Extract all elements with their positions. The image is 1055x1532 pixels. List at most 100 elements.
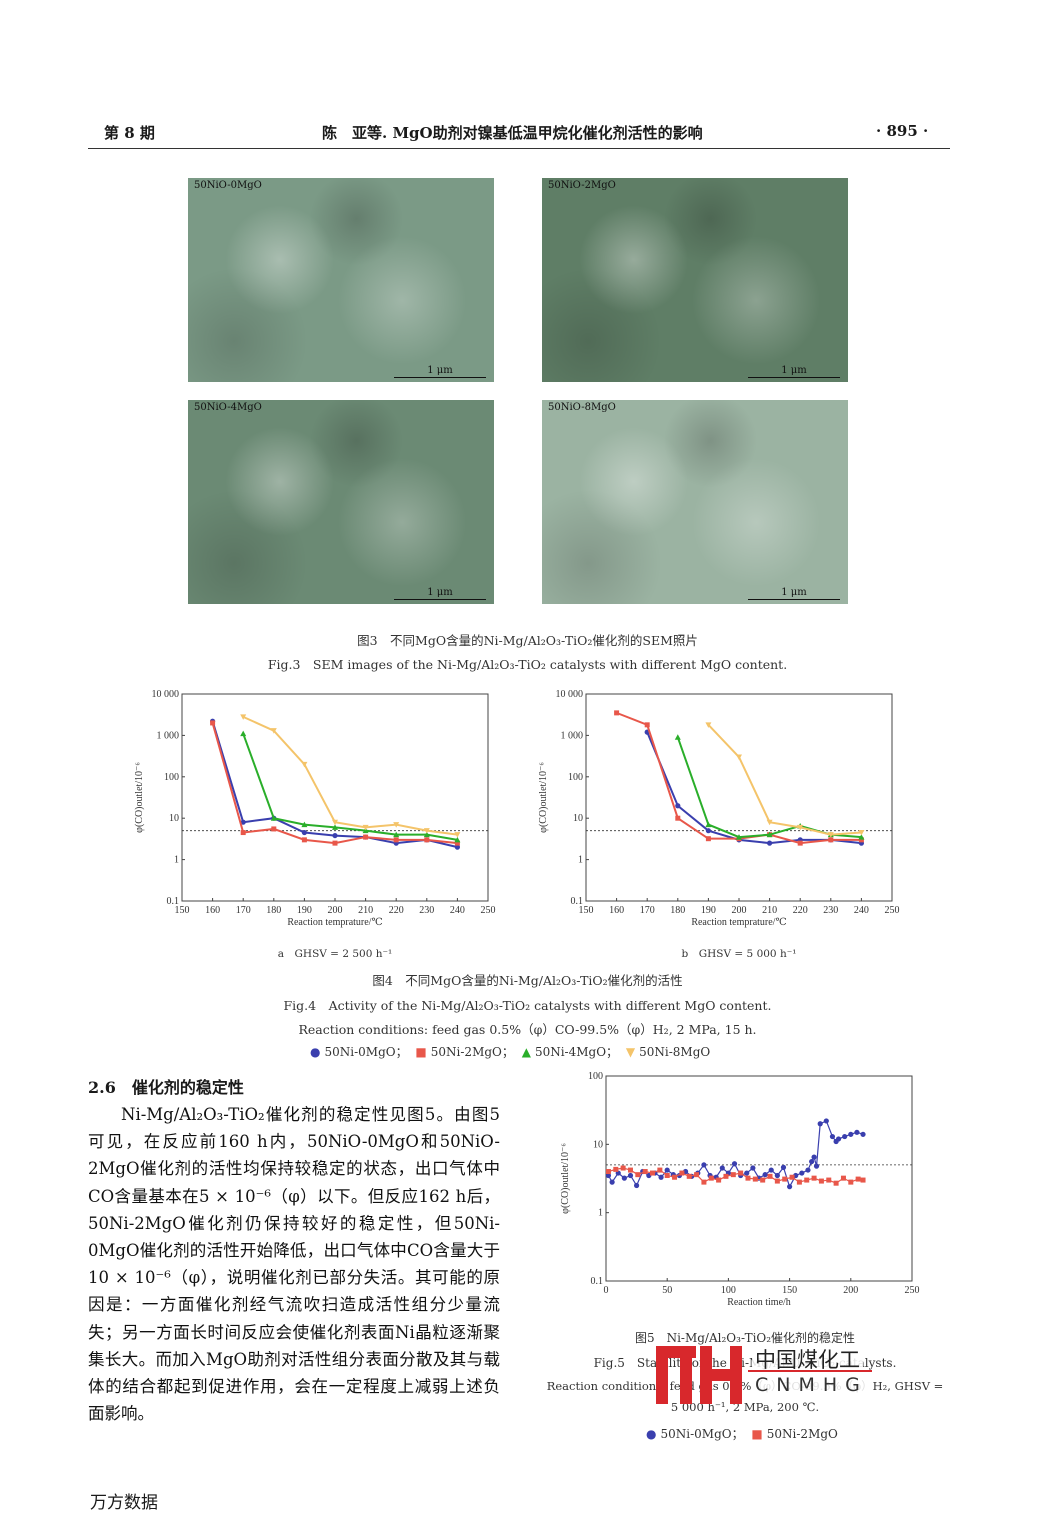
data-point [705,722,712,728]
data-point [679,1170,685,1176]
data-point [767,1173,773,1179]
y-tick-label: 10 [593,1139,603,1150]
data-point [614,710,620,716]
legend-marker-triangle-down: ▼ [625,1045,636,1059]
data-point [745,1175,751,1181]
y-axis-label: φ(CO)outlet/10⁻⁶ [538,762,549,833]
watermark-en: CNMHG [752,1374,871,1396]
y-axis-label: φ(CO)outlet/10⁻⁶ [134,762,145,833]
legend-label: 50Ni-0MgO； [324,1045,408,1059]
data-point [842,1133,848,1140]
data-point [848,1131,854,1137]
data-point [826,1177,832,1183]
data-point [620,1165,626,1171]
x-tick-label: 150 [175,905,190,916]
data-point [657,1167,663,1173]
data-point [664,1172,670,1178]
data-point [719,1165,725,1171]
data-point [701,1162,707,1168]
footer-text: 万方数据 [90,1493,158,1513]
data-point [605,1172,612,1179]
legend-label: 50Ni-4MgO； [534,1045,619,1059]
data-point [240,830,246,836]
data-point [752,1176,758,1182]
x-tick-label: 200 [328,905,343,916]
x-tick-label: 250 [481,905,496,916]
fig4b-subcaption: b GHSV = 5 000 h⁻¹ [681,948,797,960]
series-line [616,711,862,845]
data-point [240,714,247,720]
data-point [332,832,338,839]
sem-image-4mgo: 50NiO-4MgO 1 μm [188,400,494,604]
data-point [393,822,400,828]
data-point [301,761,308,768]
data-point [705,836,711,842]
section-heading: 2.6 催化剂的稳定性 [88,1078,244,1097]
data-point [736,754,742,761]
data-point [672,1174,678,1180]
data-point [736,834,742,840]
data-point [818,1178,824,1184]
data-point [860,1177,866,1183]
x-tick-label: 210 [358,905,373,916]
data-point [332,819,338,826]
data-point [644,722,650,728]
x-tick-label: 150 [782,1285,797,1296]
data-point [605,1169,611,1175]
data-point [701,1179,707,1185]
data-point [805,1167,811,1173]
x-tick-label: 200 [843,1285,858,1296]
data-point [799,1170,805,1176]
fig3-caption-en: Fig.3 SEM images of the Ni-Mg/Al₂O₃-TiO₂… [267,657,788,672]
x-tick-label: 50 [662,1285,672,1296]
data-point [658,1174,664,1180]
x-axis-label: Reaction temprature/℃ [287,917,382,928]
scale-bar: 1 μm [394,587,486,600]
x-tick-label: 240 [450,905,465,916]
x-tick-label: 160 [609,905,624,916]
data-point [454,832,461,838]
data-point [840,1175,846,1181]
fig3-caption-cn: 图3 不同MgO含量的Ni-Mg/Al₂O₃-TiO₂催化剂的SEM照片 [357,633,698,648]
data-point [860,1131,866,1137]
x-axis-label: Reaction temprature/℃ [691,917,786,928]
data-point [694,1172,700,1178]
legend-marker-square: ■ [751,1427,763,1441]
data-point [393,831,400,838]
data-point [766,819,773,826]
data-point [642,1169,648,1175]
data-point [423,831,430,838]
y-tick-label: 1 000 [561,730,584,741]
x-tick-label: 170 [236,905,251,916]
scale-bar: 1 μm [394,365,486,378]
fig4-caption-en: Fig.4 Activity of the Ni-Mg/Al₂O₃-TiO₂ c… [283,998,772,1013]
data-point [454,844,460,850]
y-axis-label: φ(CO)outlet/10⁻⁶ [560,1143,571,1214]
data-point [240,730,247,737]
paragraph: Ni-Mg/Al₂O₃-TiO₂催化剂的稳定性见图5。由图5可见，在反应前160… [88,1105,500,1424]
y-tick-label: 1 000 [157,730,180,741]
fig4a-subcaption: a GHSV = 2 500 h⁻¹ [277,948,393,960]
data-point [270,815,277,821]
x-tick-label: 180 [266,905,281,916]
data-point [744,1170,750,1176]
data-point [760,1177,766,1183]
legend-marker-circle: ● [310,1045,321,1059]
data-point [332,840,338,846]
watermark-cn: 中国煤化工 [752,1344,863,1374]
y-tick-label: 1 [598,1208,603,1219]
sem-label: 50NiO-0MgO [194,180,262,191]
plot-frame [585,693,893,902]
data-point [762,1172,768,1178]
fig4a-chart: 150 160 170 180 190 200 210 220 230 240 250 0.1 1 10 1… [134,689,496,928]
x-tick-label: 180 [670,905,685,916]
y-tick-label: 10 000 [152,689,180,700]
fig4-legend: ● 50Ni-0MgO； ■ 50Ni-2MgO； ▲ 50Ni-4MgO； ▼ 50N… [310,1043,714,1060]
legend-label: 50Ni-8MgO [639,1045,711,1059]
x-axis-label: Reaction time/h [727,1297,791,1308]
data-point [454,836,461,843]
data-point [363,834,369,840]
sem-image-0mgo: 50NiO-0MgO 1 μm [188,178,494,382]
data-point [809,1158,815,1165]
plot-frame [605,1075,913,1282]
